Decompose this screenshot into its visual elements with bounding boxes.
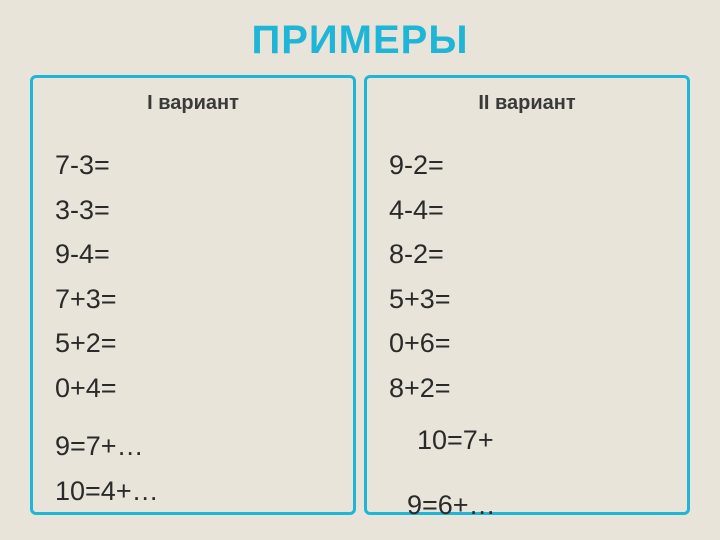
eq-item: 5+3= <box>389 277 665 322</box>
eq-item: 4-4= <box>389 188 665 233</box>
eq-item: 9-4= <box>55 232 331 277</box>
eq-item: 5+2= <box>55 321 331 366</box>
right-panel: II вариант 9-2= 4-4= 8-2= 5+3= 0+6= 8+2=… <box>364 75 690 515</box>
eq-item: 7-3= <box>55 143 331 188</box>
eq-item: 9-2= <box>389 143 665 188</box>
left-eq-list: 7-3= 3-3= 9-4= 7+3= 5+2= 0+4= <box>55 143 331 410</box>
left-header: I вариант <box>55 92 331 115</box>
eq-item: 0+4= <box>55 366 331 411</box>
page-title: ПРИМЕРЫ <box>0 0 720 75</box>
eq-item: 8-2= <box>389 232 665 277</box>
overlay-eq: 9=6+… <box>407 490 496 521</box>
right-eq-list: 9-2= 4-4= 8-2= 5+3= 0+6= 8+2= <box>389 143 665 410</box>
eq-item: 8+2= <box>389 366 665 411</box>
overlay-eq: 10=4+… <box>55 476 159 507</box>
overlay-eq: 10=7+ <box>417 425 494 456</box>
overlay-eq: 9=7+… <box>55 431 144 462</box>
left-panel: I вариант 7-3= 3-3= 9-4= 7+3= 5+2= 0+4= … <box>30 75 356 515</box>
eq-item: 0+6= <box>389 321 665 366</box>
eq-item: 3-3= <box>55 188 331 233</box>
columns-container: I вариант 7-3= 3-3= 9-4= 7+3= 5+2= 0+4= … <box>0 75 720 515</box>
eq-item: 7+3= <box>55 277 331 322</box>
right-header: II вариант <box>389 92 665 115</box>
